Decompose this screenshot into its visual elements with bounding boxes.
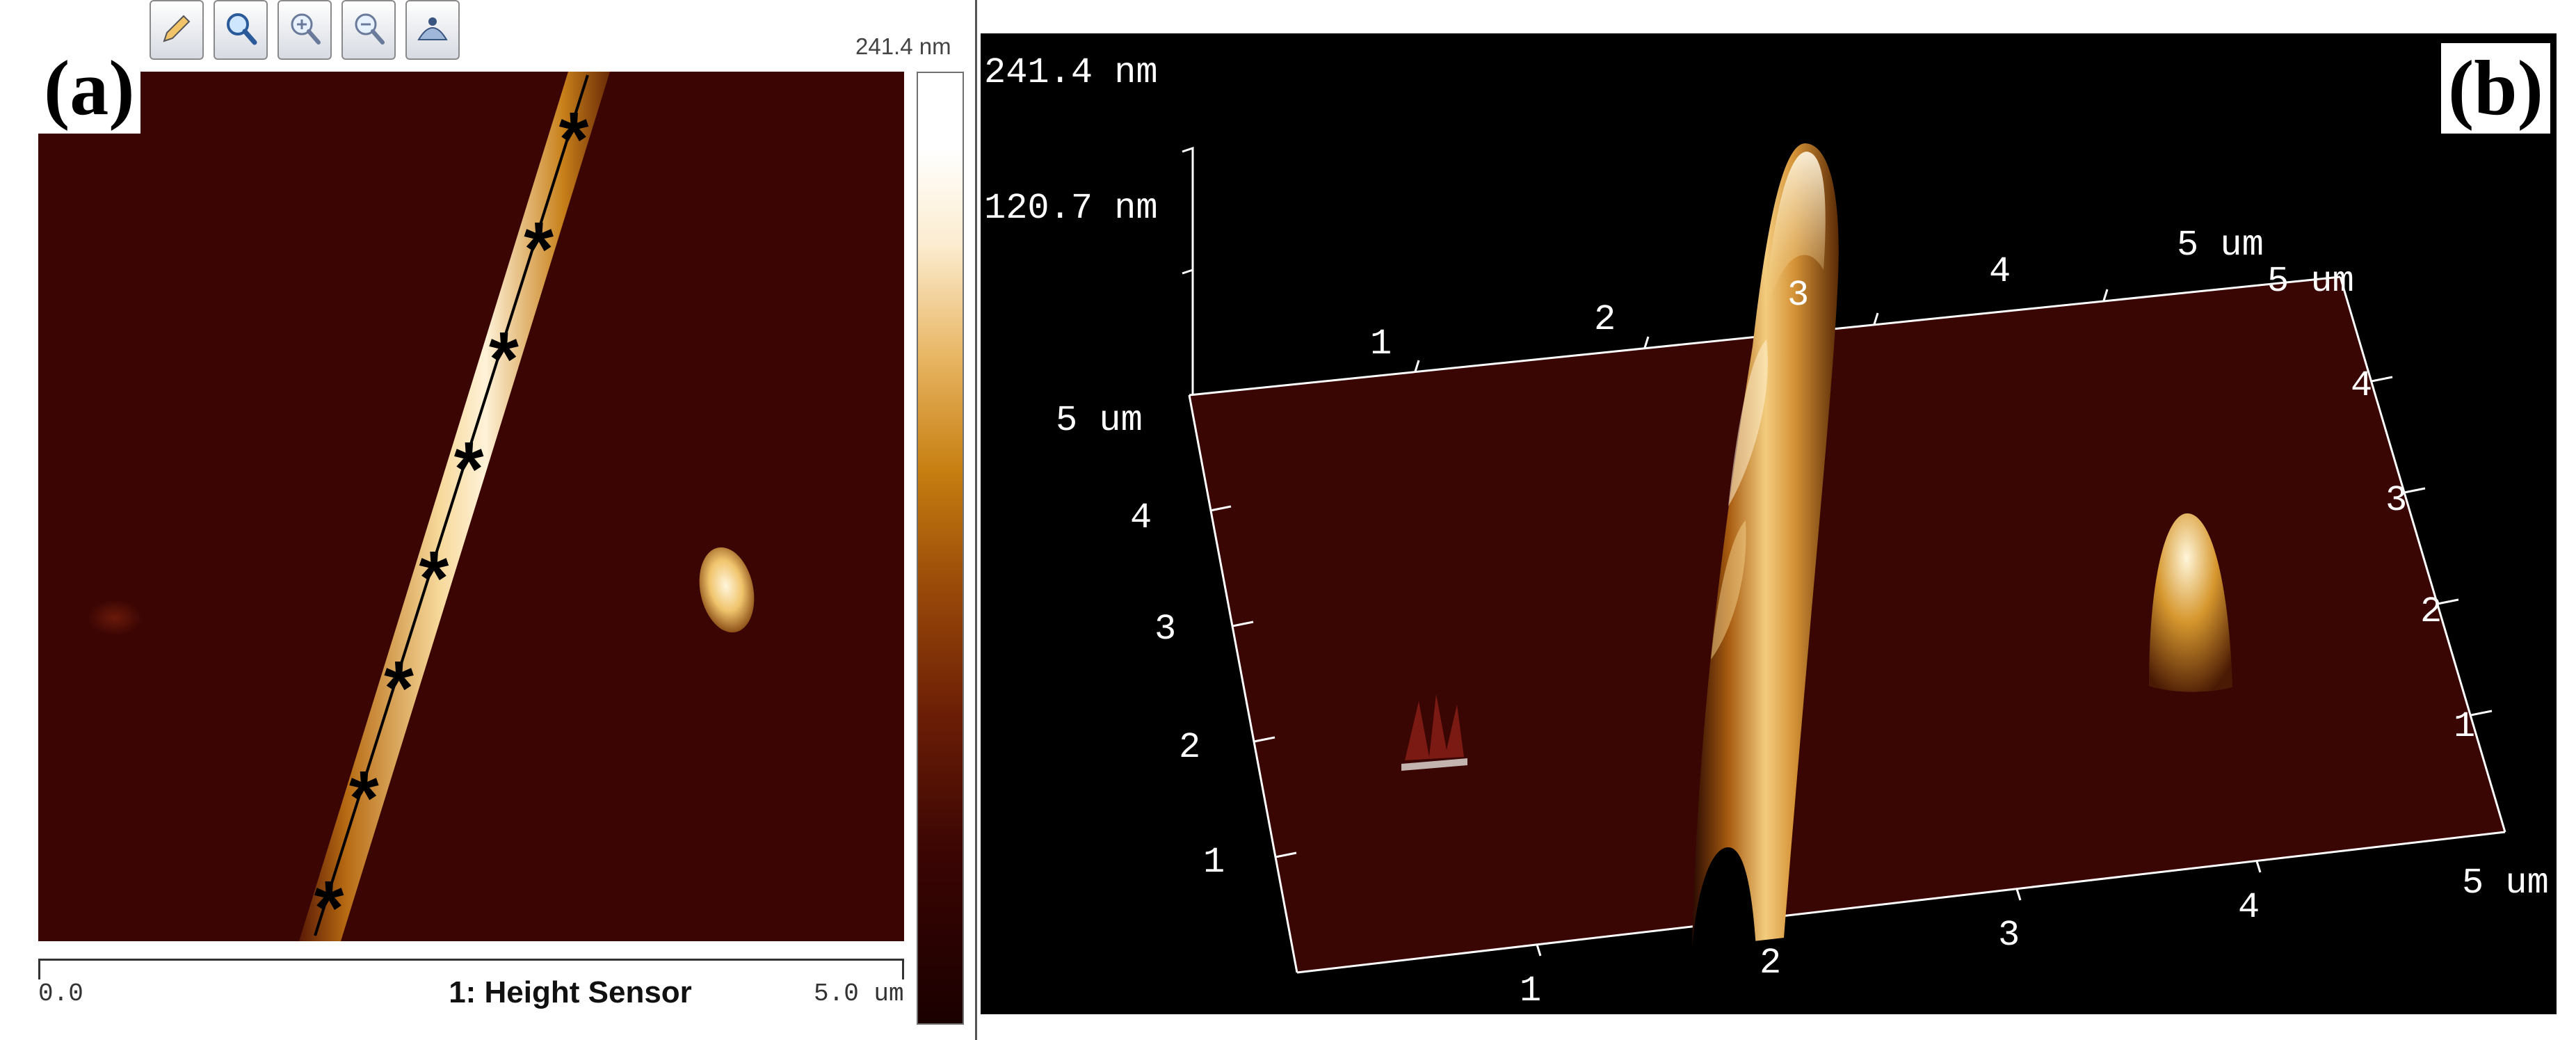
panel-divider	[975, 0, 981, 1040]
front-edge-tick: 4	[2238, 887, 2260, 928]
left-edge-tick: 3	[1154, 609, 1176, 650]
marker-asterisk: *	[314, 865, 344, 951]
height-colorbar	[917, 72, 964, 1025]
zoom-tool-button[interactable]	[214, 0, 268, 60]
marker-asterisk: *	[419, 536, 449, 622]
colorbar-max-label: 241.4 nm	[855, 33, 951, 59]
image-toolbar	[150, 0, 460, 70]
zoom-in-tool-button[interactable]	[277, 0, 332, 60]
front-edge-tick: 5 um	[2462, 863, 2549, 904]
front-edge-tick: 1	[1520, 970, 1541, 1011]
profile-line	[314, 74, 589, 936]
pan-tool-button[interactable]	[405, 0, 460, 60]
far-edge-tick: 5 um	[2177, 225, 2264, 266]
marker-asterisk: *	[348, 755, 379, 842]
particle-blob	[699, 547, 755, 633]
measurement-markers: * * * * * * * *	[38, 72, 904, 951]
z-axis	[1182, 146, 1194, 395]
debris-spot	[87, 600, 143, 636]
particle-dome	[2149, 513, 2232, 692]
afm-height-image	[38, 72, 904, 941]
pan-icon	[413, 9, 452, 51]
zoom-out-icon	[349, 9, 388, 51]
base-plane	[1189, 277, 2505, 973]
scale-min-label: 0.0	[38, 979, 83, 1008]
left-corner-label: 5 um	[1056, 400, 1143, 441]
scale-max-label: 5.0 um	[814, 979, 904, 1008]
right-edge-tick: 3	[2385, 480, 2407, 521]
z-label-max: 241.4 nm	[984, 52, 1158, 93]
zoom-in-icon	[285, 9, 324, 51]
channel-name: 1: Height Sensor	[449, 975, 692, 1009]
marker-asterisk: *	[384, 646, 414, 732]
far-edge-tick: 1	[1370, 323, 1392, 365]
panel-b-label: (b)	[2441, 43, 2550, 134]
left-edge-tick: 1	[1203, 842, 1225, 883]
right-edge-tick: 1	[2454, 706, 2475, 747]
panel-a: 241.4 nm	[0, 0, 974, 1040]
panel-b-3d-view: 241.4 nm 120.7 nm 5 um 1 2 3 4 5 um 5 um 4 3 2 1 4 3 2 1…	[981, 33, 2557, 1014]
marker-asterisk: *	[489, 316, 519, 402]
far-edge-tick: 2	[1594, 299, 1616, 340]
edit-icon	[157, 9, 196, 51]
debris-cluster	[1401, 694, 1467, 771]
marker-asterisk: *	[453, 426, 484, 512]
left-edge-tick: 4	[1130, 497, 1152, 538]
edit-tool-button[interactable]	[150, 0, 204, 60]
nanofiber	[299, 72, 610, 941]
far-edge-tick: 3	[1787, 275, 1809, 316]
far-edge-tick: 4	[1989, 251, 2011, 292]
nanofiber-ridge	[1692, 143, 1839, 948]
front-edge-tick: 3	[1998, 915, 2020, 956]
right-edge-tick: 4	[2351, 365, 2372, 406]
right-edge-tick: 2	[2420, 591, 2442, 632]
zoom-out-tool-button[interactable]	[341, 0, 396, 60]
marker-asterisk: *	[558, 97, 589, 182]
front-edge-tick: 2	[1760, 943, 1781, 984]
ridge-shadow	[1692, 847, 1756, 948]
left-edge-tick: 2	[1179, 727, 1200, 768]
right-edge-tick: 5 um	[2267, 261, 2354, 302]
z-label-mid: 120.7 nm	[984, 188, 1158, 229]
scale-axis	[38, 959, 904, 989]
marker-asterisk: *	[524, 206, 554, 292]
panel-a-label: (a)	[38, 43, 140, 134]
zoom-icon	[221, 9, 260, 51]
